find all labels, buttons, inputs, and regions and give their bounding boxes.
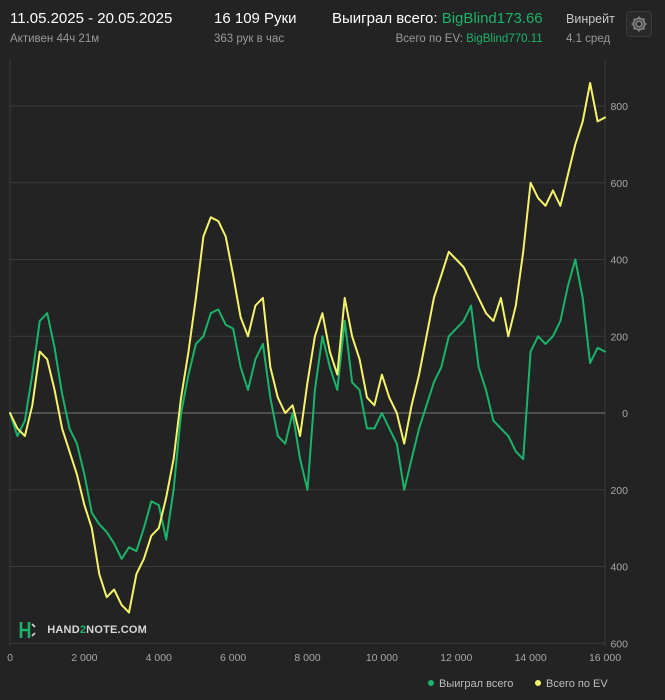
won-label: Выиграл всего:: [332, 10, 438, 27]
x-tick-label: 2 000: [71, 652, 97, 664]
hands-count: 16 109 Руки: [214, 10, 297, 27]
x-tick-label: 4 000: [146, 652, 172, 664]
hands-per-hour: 363 рук в час: [214, 33, 285, 45]
series-line-won: [9, 258, 606, 560]
hand2note-logo: HAND2NOTE.COM: [18, 620, 147, 640]
won-total: Выиграл всего: BigBlind173.66: [332, 9, 543, 29]
logo-text: HAND2NOTE.COM: [47, 623, 148, 636]
date-range: 11.05.2025 - 20.05.2025: [10, 10, 173, 27]
legend-ev-label: Всего по EV: [546, 678, 608, 690]
date-block: 11.05.2025 - 20.05.2025 Активен 44ч 21м: [10, 9, 172, 47]
series-line-ev: [9, 82, 606, 614]
y-tick-label: 400: [610, 562, 628, 574]
x-tick-label: 12 000: [440, 652, 472, 664]
x-tick-label: 8 000: [294, 652, 320, 664]
y-tick-label: 400: [610, 255, 628, 267]
active-time: Активен 44ч 21м: [10, 33, 100, 45]
settings-button[interactable]: [626, 11, 652, 37]
y-tick-label: 600: [610, 178, 628, 190]
x-tick-label: 10 000: [366, 652, 398, 664]
hands-block: 16 109 Руки 363 рук в час: [214, 9, 297, 47]
gear-icon: [631, 16, 647, 32]
legend-item-ev[interactable]: Всего по EV: [535, 678, 608, 690]
x-axis: 0 2 000 4 000 6 000 8 000 10 000 12 000 14 000 1…: [7, 652, 621, 664]
stats-header: 11.05.2025 - 20.05.2025 Активен 44ч 21м …: [0, 0, 665, 55]
winrate-value: 4.1 сред: [566, 33, 611, 45]
y-tick-label: 800: [610, 101, 628, 113]
ev-value: BigBlind770.11: [466, 33, 543, 45]
hand2note-logo-icon: [19, 622, 36, 638]
won-block: Выиграл всего: BigBlind173.66 Всего по E…: [332, 9, 543, 47]
legend-won-label: Выиграл всего: [439, 678, 514, 690]
y-axis: 800 600 400 200 0 200 400 600: [610, 101, 628, 650]
won-value: BigBlind173.66: [441, 10, 543, 27]
winrate-label: Винрейт: [566, 12, 615, 26]
legend-won-swatch: [428, 680, 434, 686]
ev-total: Всего по EV: BigBlind770.11: [332, 31, 543, 47]
y-tick-label: 200: [610, 331, 628, 343]
y-tick-label: 200: [610, 485, 628, 497]
legend-item-won[interactable]: Выиграл всего: [428, 678, 513, 690]
series-layer: [9, 82, 606, 614]
y-tick-label: 0: [622, 408, 628, 420]
ev-label: Всего по EV:: [395, 33, 463, 45]
x-tick-label: 14 000: [515, 652, 547, 664]
x-tick-label: 6 000: [220, 652, 246, 664]
x-tick-label: 16 000: [589, 652, 621, 664]
winrate-block: Винрейт 4.1 сред: [566, 9, 618, 47]
x-tick-label: 0: [7, 652, 13, 664]
grid: [9, 60, 606, 646]
y-tick-label: 600: [610, 638, 628, 650]
legend-ev-swatch: [535, 680, 541, 686]
